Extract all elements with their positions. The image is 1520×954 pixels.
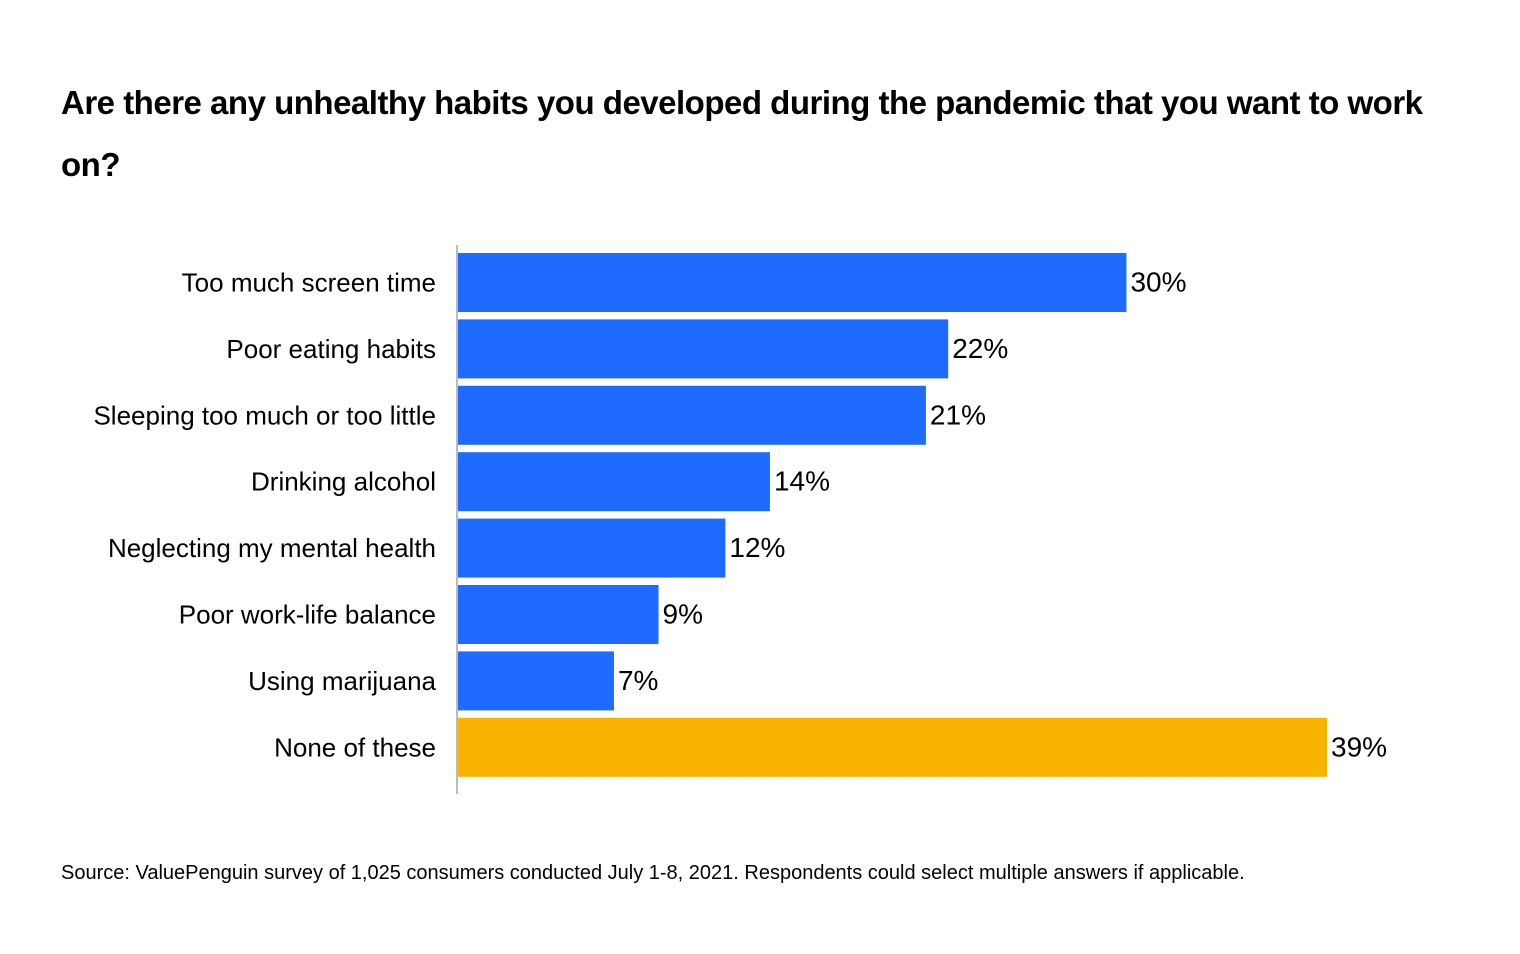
bar bbox=[458, 319, 949, 379]
value-label: 12% bbox=[729, 532, 785, 563]
bar bbox=[458, 585, 659, 644]
category-label: Poor eating habits bbox=[226, 334, 436, 364]
chart-title: Are there any unhealthy habits you devel… bbox=[61, 84, 1423, 183]
source-note: Source: ValuePenguin survey of 1,025 con… bbox=[61, 862, 1245, 884]
category-label: None of these bbox=[274, 732, 436, 762]
category-label: Too much screen time bbox=[182, 268, 436, 298]
value-label: 39% bbox=[1331, 731, 1387, 762]
bar bbox=[458, 253, 1127, 312]
value-label: 22% bbox=[952, 333, 1008, 364]
bar bbox=[458, 651, 614, 711]
value-label: 14% bbox=[774, 466, 830, 497]
category-label: Poor work-life balance bbox=[179, 600, 436, 630]
category-label: Sleeping too much or too little bbox=[93, 400, 436, 430]
category-label: Drinking alcohol bbox=[251, 467, 436, 497]
bar bbox=[458, 452, 770, 512]
bar bbox=[458, 385, 926, 445]
bar bbox=[458, 518, 726, 578]
value-label: 7% bbox=[618, 665, 658, 696]
value-label: 30% bbox=[1130, 267, 1186, 298]
bar bbox=[458, 717, 1327, 777]
value-label: 21% bbox=[930, 399, 986, 430]
value-label: 9% bbox=[663, 599, 703, 630]
category-label: Neglecting my mental health bbox=[108, 533, 436, 563]
category-label: Using marijuana bbox=[248, 666, 436, 696]
